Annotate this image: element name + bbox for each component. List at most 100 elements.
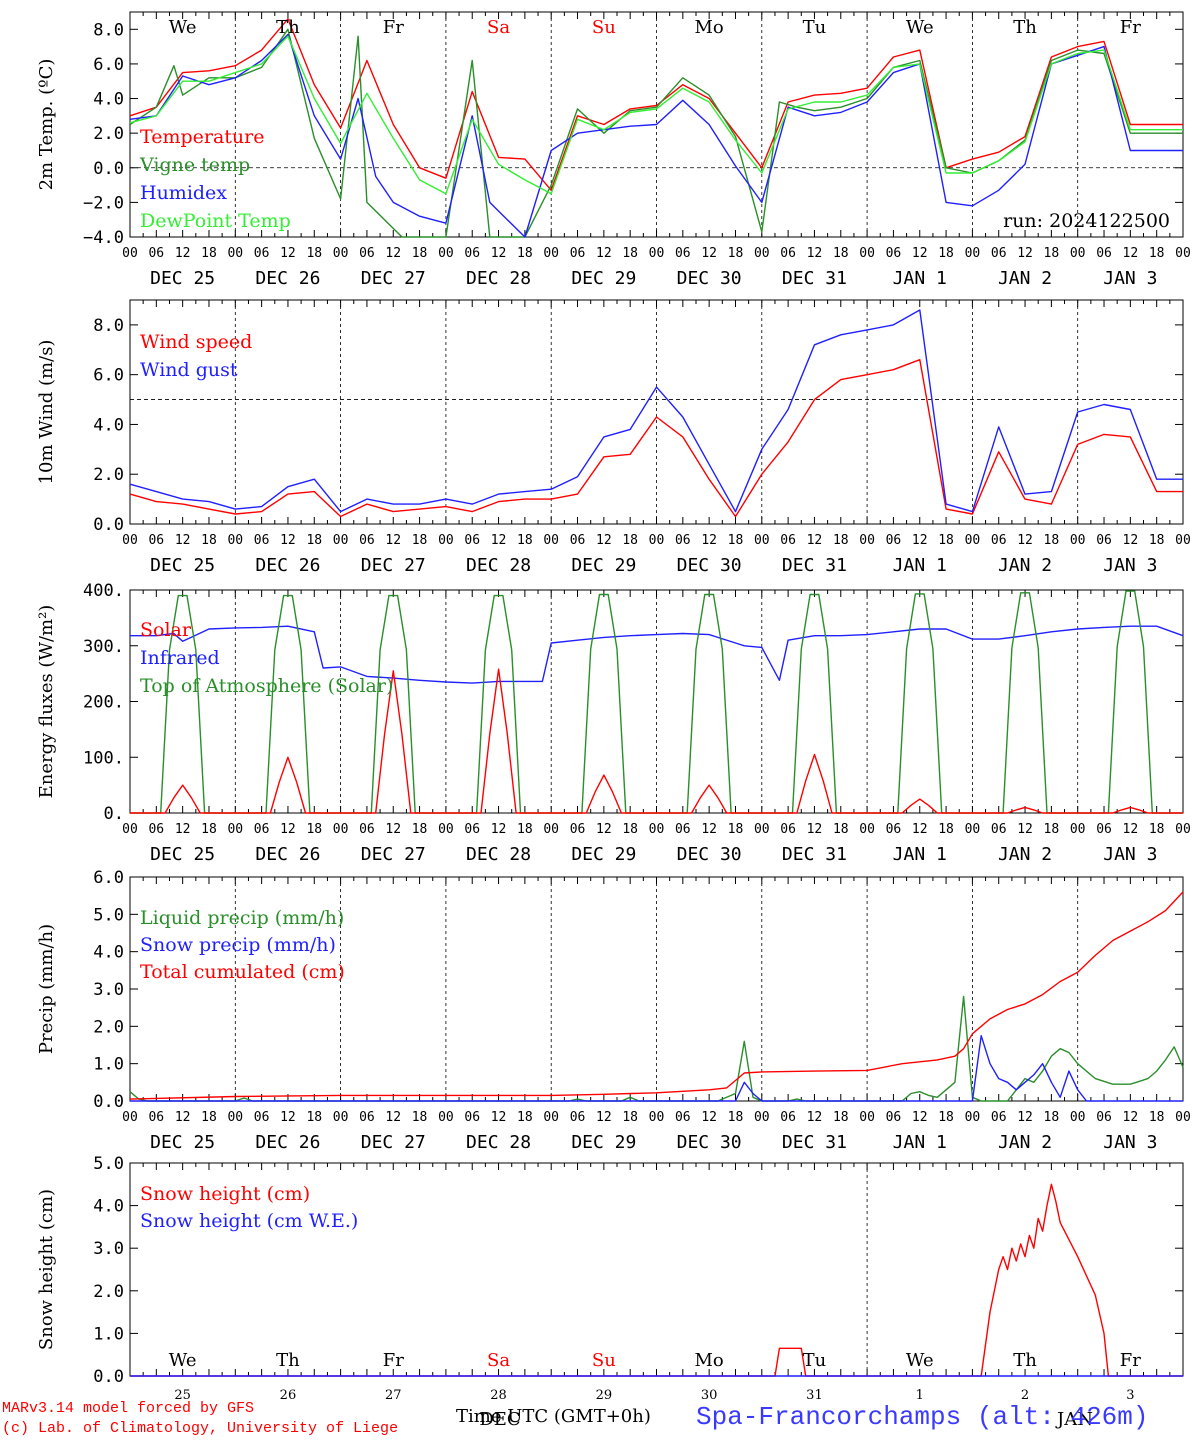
x-day-label: JAN 1 bbox=[893, 844, 947, 865]
x-day-label: DEC 26 bbox=[255, 268, 320, 289]
x-day-label: DEC 25 bbox=[150, 555, 215, 576]
energy-flux-panel: 00 06 12 18 00 06 12 18 00 06 12 18 00 06 12 18 00 06 12 18… bbox=[36, 581, 1191, 865]
x-hour-tick-label: 00 bbox=[333, 533, 349, 548]
x-hour-tick-label: 06 bbox=[464, 1110, 480, 1125]
x-hour-tick-label: 06 bbox=[254, 533, 270, 548]
day-number-label: 1 bbox=[916, 1388, 924, 1403]
x-hour-tick-label: 06 bbox=[570, 533, 586, 548]
x-hour-tick-label: 18 bbox=[728, 533, 744, 548]
y-tick-label: −2.0 bbox=[83, 193, 124, 213]
y-tick-label: 8.0 bbox=[93, 20, 124, 40]
x-hour-tick-label: 00 bbox=[122, 533, 138, 548]
y-tick-label: 0.0 bbox=[93, 1367, 124, 1387]
x-hour-tick-label: 06 bbox=[570, 1110, 586, 1125]
x-hour-tick-label: 00 bbox=[649, 533, 665, 548]
x-day-label: DEC 30 bbox=[677, 555, 742, 576]
x-hour-tick-label: 00 bbox=[1070, 533, 1086, 548]
x-day-label: DEC 31 bbox=[782, 1132, 847, 1153]
x-hour-tick-label: 18 bbox=[412, 1110, 428, 1125]
x-hour-tick-label: 00 bbox=[333, 822, 349, 837]
x-day-label: JAN 3 bbox=[1103, 844, 1157, 865]
x-hour-tick-label: 18 bbox=[728, 246, 744, 261]
x-hour-tick-label: 12 bbox=[912, 246, 928, 261]
x-hour-tick-label: 18 bbox=[1149, 1110, 1165, 1125]
x-hour-tick-label: 00 bbox=[543, 1110, 559, 1125]
x-hour-tick-label: 00 bbox=[754, 1110, 770, 1125]
legend-label: Solar bbox=[140, 619, 192, 641]
x-hour-tick-label: 00 bbox=[754, 822, 770, 837]
x-day-label: DEC 29 bbox=[571, 555, 636, 576]
lab-credit-text: (c) Lab. of Climatology, University of L… bbox=[2, 1420, 399, 1437]
x-hour-tick-label: 00 bbox=[1070, 822, 1086, 837]
x-day-label: DEC 31 bbox=[782, 844, 847, 865]
x-hour-tick-label: 06 bbox=[780, 533, 796, 548]
x-hour-tick-label: 06 bbox=[1096, 1110, 1112, 1125]
temperature-panel: 00 06 12 18 00 06 12 18 00 06 12 18 00 06 12 18 00 06 12 18… bbox=[36, 11, 1191, 289]
x-hour-tick-label: 00 bbox=[754, 246, 770, 261]
x-hour-tick-label: 18 bbox=[728, 822, 744, 837]
x-hour-tick-label: 00 bbox=[438, 822, 454, 837]
y-tick-label: 400. bbox=[83, 581, 124, 601]
x-hour-tick-label: 00 bbox=[543, 533, 559, 548]
y-tick-label: 6.0 bbox=[93, 55, 124, 75]
x-hour-tick-label: 06 bbox=[780, 822, 796, 837]
x-hour-tick-label: 00 bbox=[543, 822, 559, 837]
x-hour-tick-label: 12 bbox=[175, 246, 191, 261]
x-hour-tick-label: 12 bbox=[807, 1110, 823, 1125]
y-tick-label: 200. bbox=[83, 693, 124, 713]
station-name: Spa-Francorchamps (alt: 426m) bbox=[696, 1402, 1149, 1432]
x-hour-tick-label: 06 bbox=[1096, 533, 1112, 548]
y-tick-label: 300. bbox=[83, 637, 124, 657]
x-hour-tick-label: 18 bbox=[938, 246, 954, 261]
x-day-label: DEC 30 bbox=[677, 844, 742, 865]
day-number-label: 29 bbox=[596, 1388, 613, 1403]
day-number-label: 28 bbox=[490, 1388, 507, 1403]
x-hour-tick-label: 00 bbox=[1175, 533, 1191, 548]
x-hour-tick-label: 12 bbox=[280, 1110, 296, 1125]
x-hour-tick-label: 00 bbox=[122, 822, 138, 837]
y-axis-label: Energy fluxes (W/m²) bbox=[36, 605, 57, 799]
x-hour-tick-label: 12 bbox=[280, 822, 296, 837]
x-hour-tick-label: 06 bbox=[570, 822, 586, 837]
x-hour-tick-label: 00 bbox=[649, 822, 665, 837]
x-hour-tick-label: 12 bbox=[385, 246, 401, 261]
weekday-label: Sa bbox=[487, 17, 510, 38]
precip-panel: 00 06 12 18 00 06 12 18 00 06 12 18 00 06 12 18 00 06 12 18… bbox=[36, 868, 1191, 1153]
weekday-label: Th bbox=[276, 17, 300, 38]
x-hour-tick-label: 18 bbox=[306, 246, 322, 261]
x-hour-tick-label: 12 bbox=[912, 822, 928, 837]
x-hour-tick-label: 18 bbox=[833, 1110, 849, 1125]
x-hour-tick-label: 06 bbox=[675, 246, 691, 261]
x-day-label: DEC 26 bbox=[255, 844, 320, 865]
x-hour-tick-label: 06 bbox=[148, 533, 164, 548]
x-hour-tick-label: 18 bbox=[622, 246, 638, 261]
legend-label: Snow height (cm) bbox=[140, 1183, 310, 1205]
x-hour-tick-label: 12 bbox=[280, 246, 296, 261]
day-number-label: 3 bbox=[1126, 1388, 1134, 1403]
x-day-label: DEC 27 bbox=[361, 555, 426, 576]
legend-label: Infrared bbox=[140, 647, 220, 669]
x-day-label: JAN 2 bbox=[998, 555, 1052, 576]
legend-label: Humidex bbox=[140, 182, 227, 204]
weekday-label: We bbox=[906, 1350, 934, 1371]
x-hour-tick-label: 12 bbox=[1123, 533, 1139, 548]
x-hour-tick-label: 12 bbox=[175, 533, 191, 548]
x-hour-tick-label: 18 bbox=[517, 822, 533, 837]
x-hour-tick-label: 12 bbox=[701, 822, 717, 837]
y-tick-label: 2.0 bbox=[93, 124, 124, 144]
x-hour-tick-label: 06 bbox=[886, 246, 902, 261]
weekday-label: Sa bbox=[487, 1350, 510, 1371]
y-tick-label: 8.0 bbox=[93, 316, 124, 336]
x-hour-tick-label: 18 bbox=[1044, 1110, 1060, 1125]
x-day-label: DEC 26 bbox=[255, 555, 320, 576]
x-hour-tick-label: 06 bbox=[254, 822, 270, 837]
weekday-label: Tu bbox=[803, 17, 827, 38]
time-axis-label: Time UTC (GMT+0h) bbox=[456, 1406, 651, 1427]
x-day-label: DEC 29 bbox=[571, 1132, 636, 1153]
x-hour-tick-label: 06 bbox=[359, 822, 375, 837]
weekday-label: Mo bbox=[695, 1350, 724, 1371]
x-day-label: JAN 2 bbox=[998, 844, 1052, 865]
y-axis-label: 2m Temp. (ºC) bbox=[36, 59, 57, 191]
x-hour-tick-label: 12 bbox=[1017, 822, 1033, 837]
